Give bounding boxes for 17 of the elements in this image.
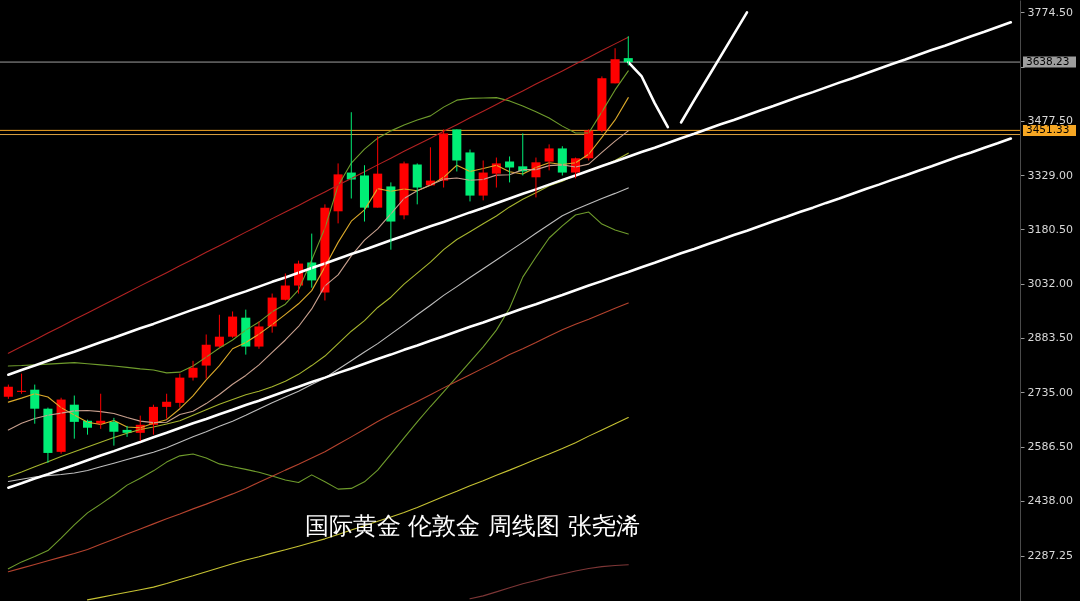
- line-series: [469, 564, 629, 600]
- y-tick-label: 2735.00: [1027, 385, 1073, 399]
- y-tick-label: 3032.00: [1027, 277, 1073, 291]
- line-series: [679, 11, 749, 124]
- y-tick-label: 2438.00: [1027, 494, 1073, 508]
- y-tick-label: 3180.50: [1027, 222, 1073, 236]
- ref-line-label: 3451.33: [1026, 123, 1070, 136]
- y-tick-label: 2883.50: [1027, 331, 1073, 345]
- ref-line-label: 3638.23: [1026, 55, 1070, 68]
- line-series: [7, 21, 1013, 377]
- line-series: [7, 36, 629, 354]
- line-series: [7, 137, 1013, 489]
- y-tick-label: 3329.00: [1027, 168, 1073, 182]
- candlestick: [3, 384, 13, 400]
- y-tick-label: 2586.50: [1027, 440, 1073, 454]
- y-tick-label: 3774.50: [1027, 5, 1073, 19]
- y-tick-label: 2287.25: [1027, 549, 1073, 563]
